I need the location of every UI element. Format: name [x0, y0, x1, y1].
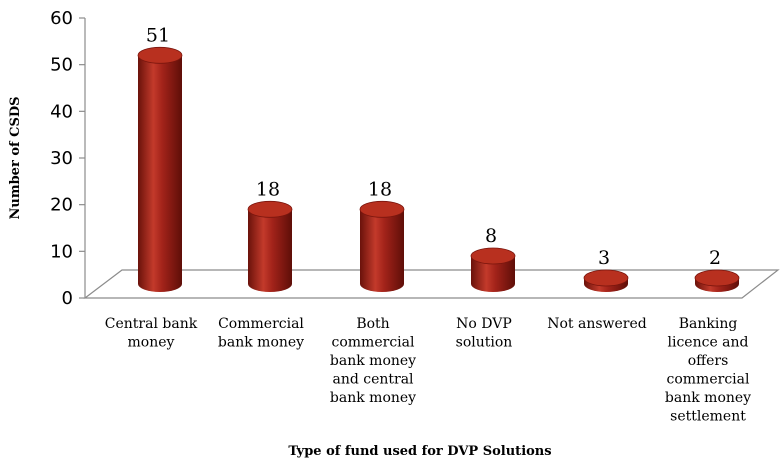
- bar-body: [248, 209, 292, 292]
- data-label: 18: [368, 178, 392, 200]
- bar-top: [137, 46, 183, 64]
- category-label: Commercial: [218, 316, 304, 332]
- data-label: 51: [146, 24, 170, 46]
- category-label: Central bank: [105, 316, 198, 332]
- bar: 8: [470, 225, 516, 292]
- category-label: bank money: [218, 335, 304, 351]
- y-axis: 0 10 20 30 40 50 60: [50, 8, 86, 309]
- y-tick-label: 20: [50, 195, 73, 216]
- category-label: commercial: [332, 335, 415, 351]
- bar-top: [583, 269, 629, 287]
- category-label: Not answered: [547, 316, 647, 332]
- category-label: bank money: [330, 353, 416, 369]
- category-label: licence and: [668, 335, 749, 351]
- category-label: money: [128, 335, 175, 351]
- y-axis-title: Number of CSDS: [8, 96, 23, 219]
- bar-body: [138, 55, 182, 293]
- data-label: 2: [709, 247, 721, 269]
- y-tick-label: 10: [50, 241, 73, 262]
- bar-top: [470, 247, 516, 265]
- bars: 51 18 18 8 3 2: [137, 24, 740, 293]
- category-label: Both: [356, 316, 389, 332]
- category-label: bank money: [330, 390, 416, 406]
- bar: 2: [694, 247, 740, 292]
- category-label: bank money: [665, 390, 751, 406]
- bar-body: [360, 209, 404, 292]
- y-tick-label: 0: [62, 288, 73, 309]
- y-tick-label: 60: [50, 8, 73, 29]
- y-tick-label: 50: [50, 55, 73, 76]
- bar-body: [471, 256, 515, 292]
- data-label: 8: [485, 225, 497, 247]
- floor-plane: [83, 269, 780, 299]
- data-label: 18: [256, 178, 280, 200]
- data-label: 3: [598, 247, 610, 269]
- bar: 18: [247, 178, 293, 292]
- category-label: settlement: [670, 409, 746, 425]
- category-label: Banking: [679, 316, 738, 332]
- category-label: No DVP: [456, 316, 512, 332]
- category-label: solution: [456, 335, 513, 351]
- bar: 51: [137, 24, 183, 293]
- category-label: commercial: [667, 372, 750, 388]
- bar-top: [359, 200, 405, 218]
- bar-top: [247, 200, 293, 218]
- y-tick-label: 40: [50, 101, 73, 122]
- bar-top: [694, 269, 740, 287]
- y-tick-label: 30: [50, 148, 73, 169]
- x-axis-title: Type of fund used for DVP Solutions: [288, 444, 551, 459]
- chart-floor: [83, 269, 780, 299]
- bar: 18: [359, 178, 405, 292]
- category-label: and central: [332, 372, 414, 388]
- bar: 3: [583, 247, 629, 292]
- category-label: offers: [688, 353, 729, 369]
- category-labels: Central bank money Commercial bank money Bot…: [105, 316, 751, 425]
